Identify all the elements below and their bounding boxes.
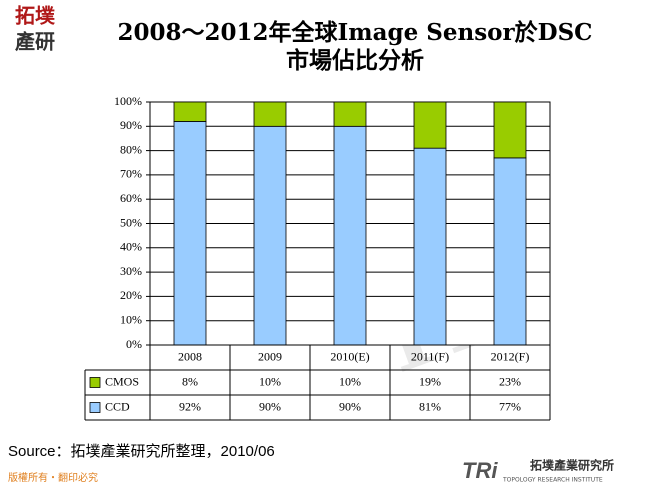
data-label: 92% <box>179 399 201 413</box>
brand-name: 拓墣產業研究所 <box>530 458 614 473</box>
chart-title: 2008～2012年全球Image Sensor於DSC <box>118 19 593 46</box>
source-note: Source：拓墣產業研究所整理，2010/06 <box>8 443 275 460</box>
legend-label: CCD <box>105 399 130 413</box>
bar-segment <box>493 157 527 346</box>
brand-mark: TRi <box>462 458 498 483</box>
x-tick-label: 2011(F) <box>411 349 449 363</box>
bar-segment <box>333 125 367 346</box>
y-tick-label: 100% <box>114 94 142 108</box>
y-tick-label: 20% <box>120 288 142 302</box>
y-tick-label: 30% <box>120 264 142 278</box>
data-label: 10% <box>259 374 281 388</box>
y-tick-label: 50% <box>120 215 142 229</box>
y-tick-label: 0% <box>126 337 142 351</box>
bar-segment <box>493 101 527 159</box>
chart-title: 市場佔比分析 <box>286 47 424 74</box>
bar-segment <box>333 101 367 127</box>
logo-text: 拓墣 <box>15 4 56 28</box>
y-tick-label: 90% <box>120 118 142 132</box>
legend-label: CMOS <box>105 374 139 388</box>
bar-segment <box>173 121 207 346</box>
data-label: 23% <box>499 374 521 388</box>
bar-segment <box>253 101 287 127</box>
data-label: 77% <box>499 399 521 413</box>
logo-text: 產研 <box>15 30 55 54</box>
data-label: 19% <box>419 374 441 388</box>
brand-english: TOPOLOGY RESEARCH INSTITUTE <box>502 477 603 484</box>
x-tick-label: 2012(F) <box>491 349 530 363</box>
footer: 版權所有・翻印必究 <box>8 471 98 484</box>
y-tick-label: 40% <box>120 240 142 254</box>
x-tick-label: 2010(E) <box>330 349 369 363</box>
legend-swatch <box>89 377 101 388</box>
data-label: 90% <box>259 399 281 413</box>
y-tick-label: 80% <box>120 142 142 156</box>
x-tick-label: 2008 <box>178 349 202 363</box>
y-tick-label: 70% <box>120 167 142 181</box>
data-label: 81% <box>419 399 441 413</box>
data-label: 90% <box>339 399 361 413</box>
data-label: 8% <box>182 374 198 388</box>
y-tick-label: 10% <box>120 312 142 326</box>
y-tick-label: 60% <box>120 191 142 205</box>
legend-swatch <box>89 402 101 413</box>
bar-segment <box>413 101 447 149</box>
logo-box <box>6 4 64 58</box>
x-tick-label: 2009 <box>258 349 282 363</box>
bar-segment <box>253 125 287 346</box>
data-label: 10% <box>339 374 361 388</box>
bar-segment <box>413 147 447 346</box>
bar-segment <box>173 101 207 122</box>
